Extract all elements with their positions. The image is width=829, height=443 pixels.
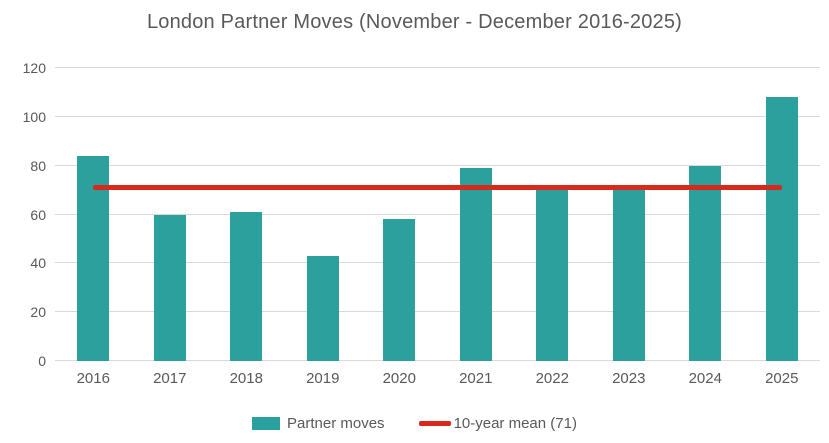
bar-column-2017 [132, 68, 209, 361]
y-axis-tick-label: 40 [30, 255, 46, 272]
y-axis-tick-label: 20 [30, 304, 46, 321]
x-axis-tick-label: 2024 [688, 370, 722, 387]
x-axis-tick-label: 2020 [382, 370, 416, 387]
bar-2020 [383, 219, 416, 361]
gridline-20 [55, 311, 820, 313]
x-axis-tick-label: 2017 [153, 370, 187, 387]
plot-area: 0 20 40 60 80 100 120 2016 2017 2018 2019 2020 2021… [23, 60, 820, 387]
x-axis-tick-label: 2018 [229, 370, 263, 387]
legend-item-partner-moves: Partner moves [252, 415, 385, 432]
gridline-0 [55, 360, 820, 361]
y-axis-tick-label: 120 [22, 60, 46, 76]
bar-swatch-icon [252, 417, 281, 430]
bar-2025 [765, 97, 798, 361]
x-axis-tick-label: 2021 [459, 370, 493, 387]
x-axis-tick-label: 2025 [765, 370, 799, 387]
bar-series [55, 68, 820, 361]
gridline-40 [55, 262, 820, 264]
legend-item-mean: 10-year mean (71) [418, 415, 577, 432]
mean-line [93, 185, 782, 191]
y-axis-tick-label: 0 [38, 353, 46, 369]
y-axis-tick-label: 100 [22, 108, 46, 125]
legend: Partner moves 10-year mean (71) [0, 415, 829, 432]
bar-2019 [306, 256, 339, 361]
x-axis: 2016 2017 2018 2019 2020 2021 2022 2023 2024 2025 [55, 370, 820, 387]
bar-column-2016 [55, 68, 132, 361]
bar-2024 [689, 165, 722, 361]
bar-column-2023 [591, 68, 668, 361]
x-axis-tick-label: 2022 [535, 370, 569, 387]
bar-column-2019 [285, 68, 362, 361]
bar-column-2024 [667, 68, 744, 361]
bar-2022 [536, 190, 569, 361]
bar-2017 [153, 214, 186, 361]
bar-column-2020 [361, 68, 438, 361]
gridline-120 [55, 67, 820, 68]
gridline-80 [55, 164, 820, 166]
bar-column-2018 [208, 68, 285, 361]
bar-2018 [230, 212, 263, 361]
gridline-60 [55, 213, 820, 215]
legend-label: 10-year mean (71) [453, 415, 577, 432]
chart-title: London Partner Moves (November - Decembe… [146, 11, 683, 33]
bar-2021 [459, 168, 492, 361]
line-swatch-icon [418, 421, 451, 426]
y-axis-tick-label: 80 [30, 157, 46, 174]
bar-column-2022 [514, 68, 591, 361]
bar-2023 [612, 190, 645, 361]
gridline-100 [55, 115, 820, 117]
legend-label: Partner moves [287, 415, 385, 432]
bar-column-2025 [744, 68, 821, 361]
y-axis-tick-label: 60 [30, 206, 46, 223]
bar-column-2021 [438, 68, 515, 361]
x-axis-tick-label: 2016 [76, 370, 110, 387]
bar-2016 [77, 155, 110, 361]
x-axis-tick-label: 2023 [612, 370, 646, 387]
x-axis-tick-label: 2019 [306, 370, 340, 387]
